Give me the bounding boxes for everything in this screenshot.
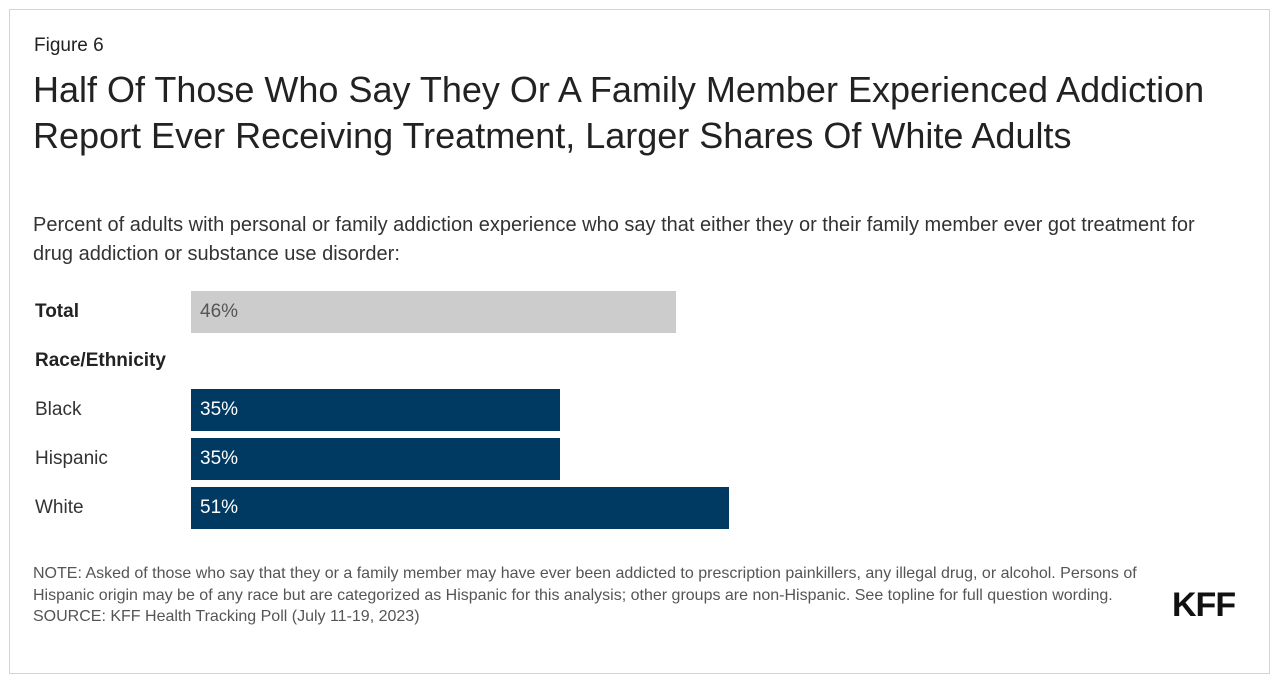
bar-hispanic [191,438,560,480]
category-label: Total [35,301,79,322]
note-text: NOTE: Asked of those who say that they o… [33,565,1137,604]
data-label: 46% [200,301,239,322]
bar-white [191,487,729,529]
data-label: 35% [200,399,239,420]
category-label: Hispanic [35,448,108,469]
bar-total [191,291,676,333]
kff-logo: KFF [1172,586,1236,624]
chart-title: Half Of Those Who Say They Or A Family M… [33,69,1205,156]
data-label: 51% [200,497,239,518]
chart-subtitle: Percent of adults with personal or famil… [33,214,1195,265]
category-label: Black [35,399,82,420]
group-label: Race/Ethnicity [35,350,166,371]
category-label: White [35,497,84,518]
bar-black [191,389,560,431]
footnote: NOTE: Asked of those who say that they o… [33,563,1163,628]
source-text: SOURCE: KFF Health Tracking Poll (July 1… [33,608,420,625]
data-label: 35% [200,448,239,469]
figure-frame [9,9,1270,674]
figure-label: Figure 6 [34,35,104,56]
